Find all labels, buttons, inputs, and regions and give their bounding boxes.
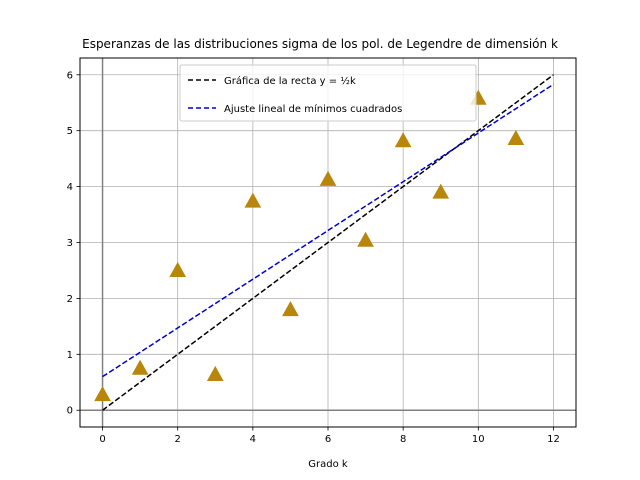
series-lines (102, 74, 554, 411)
reference-lines (80, 58, 576, 427)
data-point (94, 386, 111, 402)
x-tick-label: 8 (400, 434, 406, 445)
chart-title: Esperanzas de las distribuciones sigma d… (82, 37, 558, 51)
x-tick-label: 0 (99, 434, 105, 445)
data-point (432, 183, 450, 199)
x-tick-label: 12 (547, 434, 560, 445)
x-tick-label: 10 (472, 434, 485, 445)
data-point (131, 359, 149, 375)
y-tick-label: 6 (67, 70, 73, 81)
x-tick-label: 6 (325, 434, 331, 445)
y-tick-label: 4 (67, 182, 73, 193)
data-point (169, 261, 187, 277)
y-tick-label: 3 (67, 238, 73, 249)
legend: Gráfica de la recta y = ½k Ajuste lineal… (179, 64, 477, 122)
y-tick-label: 2 (67, 294, 73, 305)
y-tick-label: 0 (67, 406, 73, 417)
data-point (394, 132, 412, 148)
legend-box (179, 64, 477, 122)
data-point (507, 129, 525, 146)
x-tick-label: 4 (250, 434, 256, 445)
legend-label-ajuste: Ajuste lineal de mínimos cuadrados (224, 103, 402, 115)
series-line-recta (102, 74, 554, 411)
series-line-ajuste (102, 83, 554, 378)
data-point (282, 301, 299, 317)
data-point (244, 192, 262, 208)
x-tick-label: 2 (175, 434, 181, 445)
data-point (357, 231, 374, 247)
data-point (319, 170, 337, 186)
legend-label-recta: Gráfica de la recta y = ½k (224, 75, 356, 87)
y-tick-label: 1 (67, 350, 73, 361)
x-axis-label: Grado k (308, 459, 348, 470)
data-point (206, 365, 224, 381)
y-tick-label: 5 (67, 126, 73, 137)
